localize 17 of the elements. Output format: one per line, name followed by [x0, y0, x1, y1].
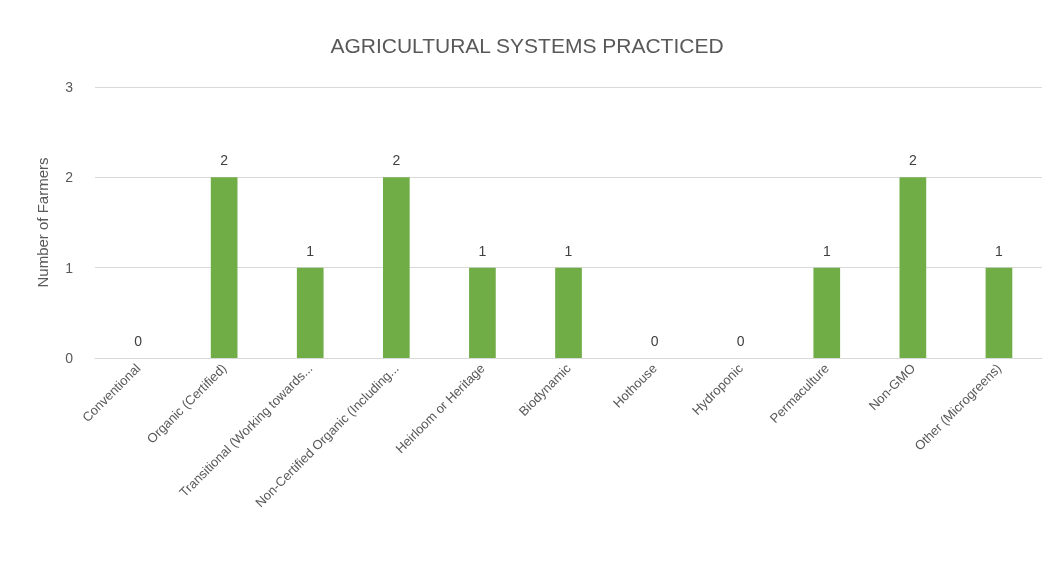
chart-title: AGRICULTURAL SYSTEMS PRACTICED: [330, 34, 724, 57]
data-label: 0: [736, 333, 745, 349]
data-label: 1: [995, 242, 1004, 259]
y-tick-label: 0: [65, 350, 74, 366]
y-tick-label: 2: [65, 169, 74, 186]
y-tick-label: 3: [65, 79, 74, 95]
data-label: 1: [822, 242, 831, 259]
data-label: 1: [564, 242, 573, 259]
data-label: 2: [392, 152, 401, 169]
data-label: 1: [478, 242, 487, 259]
data-label: 0: [134, 333, 143, 349]
data-label: 2: [220, 152, 229, 169]
data-label: 1: [306, 242, 315, 259]
y-tick-label: 1: [65, 259, 74, 276]
y-axis-title: Number of Farmers: [34, 157, 51, 288]
data-label: 2: [908, 152, 917, 169]
data-label: 0: [650, 333, 659, 349]
